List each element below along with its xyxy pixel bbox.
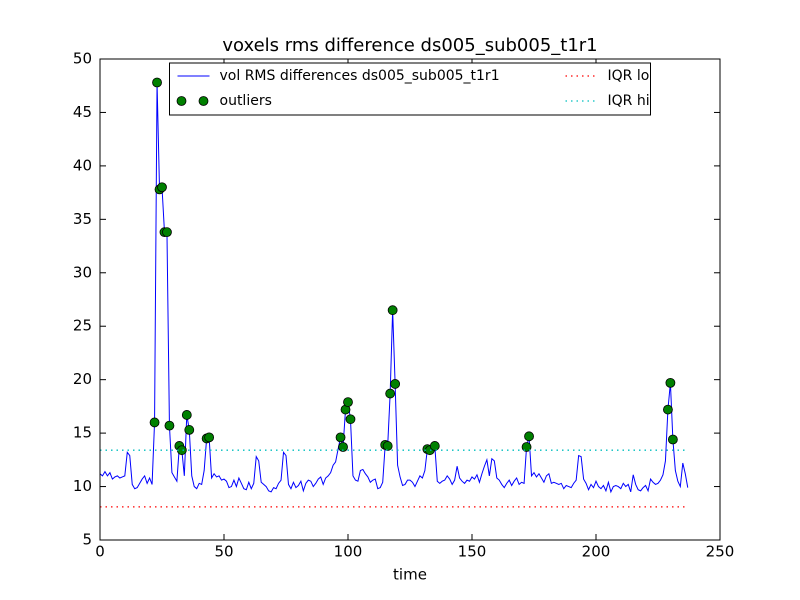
outlier-point [181, 410, 192, 420]
legend-label: IQR hi [608, 93, 650, 109]
y-tick-label: 30 [73, 263, 92, 281]
series-line [99, 82, 689, 494]
x-tick-label: 250 [706, 543, 735, 561]
chart-title: voxels rms difference ds005_sub005_t1r1 [222, 35, 597, 56]
x-tick-label: 0 [95, 543, 105, 561]
y-tick-label: 15 [73, 424, 92, 442]
legend-marker [198, 96, 209, 106]
axes-frame [99, 58, 721, 541]
x-axis-label: time [393, 566, 427, 584]
outlier-point [521, 442, 532, 452]
outlier-point [152, 77, 162, 88]
legend-label: vol RMS differences ds005_sub005_t1r1 [220, 68, 500, 84]
outlier-point [335, 432, 346, 443]
x-tick-label: 150 [458, 543, 487, 561]
outlier-point [157, 182, 167, 193]
legend-label: IQR lo [608, 68, 650, 84]
x-tick-label: 100 [334, 543, 363, 561]
outlier-point [385, 388, 396, 399]
outlier-point [387, 305, 398, 316]
outlier-point [390, 379, 401, 389]
outlier-point [176, 445, 187, 456]
legend-label: outliers [220, 93, 272, 109]
outlier-point [663, 404, 673, 415]
y-tick-label: 25 [73, 317, 92, 335]
outlier-point [665, 377, 676, 388]
y-tick-label: 50 [73, 50, 92, 68]
legend: vol RMS differences ds005_sub005_t1r1out… [169, 62, 651, 116]
outlier-point [343, 397, 353, 408]
y-tick-label: 45 [73, 103, 92, 121]
outlier-point [204, 432, 215, 443]
outlier-point [164, 420, 175, 431]
y-tick-label: 40 [73, 156, 92, 174]
outlier-point [429, 441, 440, 451]
y-tick-label: 20 [73, 370, 92, 388]
outlier-point [524, 431, 534, 442]
outlier-point [667, 434, 678, 445]
outlier-point [162, 227, 172, 238]
outlier-point [184, 425, 195, 435]
x-tick-label: 50 [214, 543, 233, 561]
outlier-point [345, 414, 356, 425]
x-tick-label: 200 [582, 543, 611, 561]
y-tick-label: 10 [73, 477, 92, 495]
y-tick-label: 5 [82, 531, 92, 549]
outlier-point [149, 417, 160, 428]
outlier-point [338, 442, 348, 452]
y-tick-label: 35 [73, 210, 92, 228]
outlier-point [382, 441, 393, 451]
legend-box [169, 62, 651, 116]
plot-area [99, 77, 689, 508]
legend-marker [176, 96, 187, 106]
